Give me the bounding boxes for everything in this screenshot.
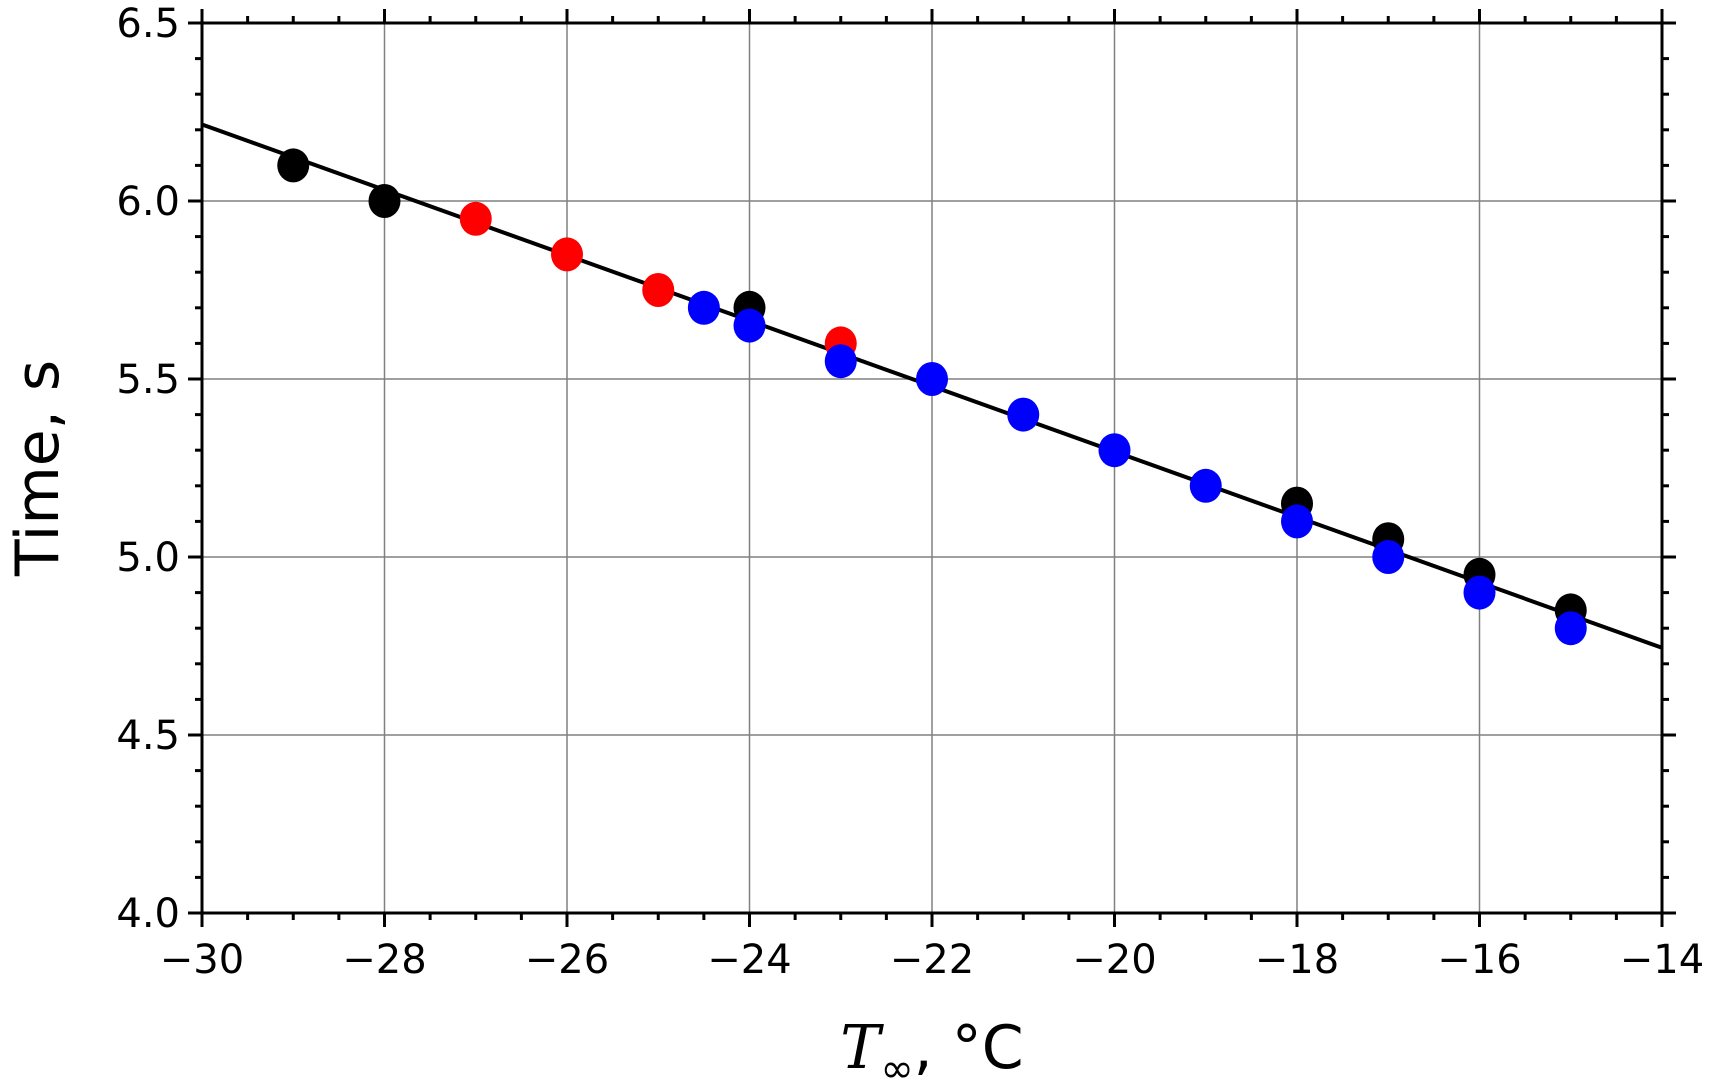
y-tick-label: 6.0: [116, 179, 180, 225]
data-point-blue: [1463, 575, 1496, 610]
x-axis-title-rest: , °C: [914, 1013, 1024, 1083]
plot-frame: [200, 21, 1664, 915]
data-points: [277, 148, 1587, 646]
x-tick-label: −26: [525, 937, 609, 983]
data-point-black: [277, 148, 310, 183]
x-axis-title-subscript: ∞: [880, 1046, 913, 1092]
data-point-red: [459, 201, 492, 236]
data-point-blue: [1372, 540, 1405, 574]
tick-labels: −30 −28 −26 −24 −22 −20 −18 −16 −14 4.0 4.5 5.0 5.5 6…: [116, 1, 1704, 983]
data-point-blue: [1189, 468, 1222, 503]
x-tick-label: −18: [1255, 937, 1339, 983]
x-tick-label: −16: [1437, 937, 1521, 983]
y-tick-label: 5.0: [116, 535, 180, 581]
data-point-red: [642, 273, 675, 307]
x-axis-title-symbol: T: [840, 1013, 884, 1083]
x-tick-label: −24: [707, 937, 791, 983]
data-point-red: [551, 237, 583, 272]
data-point-blue: [687, 290, 720, 325]
data-point-blue: [1281, 504, 1313, 539]
y-tick-label: 5.5: [116, 357, 180, 403]
y-tick-label: 4.0: [116, 891, 180, 937]
x-tick-label: −28: [342, 937, 426, 983]
x-tick-label: −30: [160, 937, 244, 983]
y-tick-label: 6.5: [116, 1, 180, 47]
grid: [201, 22, 1663, 914]
y-axis-title: Time, s: [3, 360, 73, 577]
x-tick-label: −20: [1072, 937, 1156, 983]
data-point-blue: [824, 344, 857, 379]
data-point-black: [368, 184, 401, 218]
data-point-blue: [1554, 611, 1587, 646]
x-tick-label: −14: [1620, 937, 1704, 983]
data-point-blue: [733, 308, 766, 343]
x-axis-title: T∞, °C: [840, 1013, 1023, 1092]
data-point-blue: [916, 362, 948, 396]
data-point-blue: [1098, 433, 1131, 468]
y-tick-label: 4.5: [116, 713, 180, 759]
x-tick-label: −22: [890, 937, 974, 983]
data-point-blue: [1007, 397, 1040, 432]
